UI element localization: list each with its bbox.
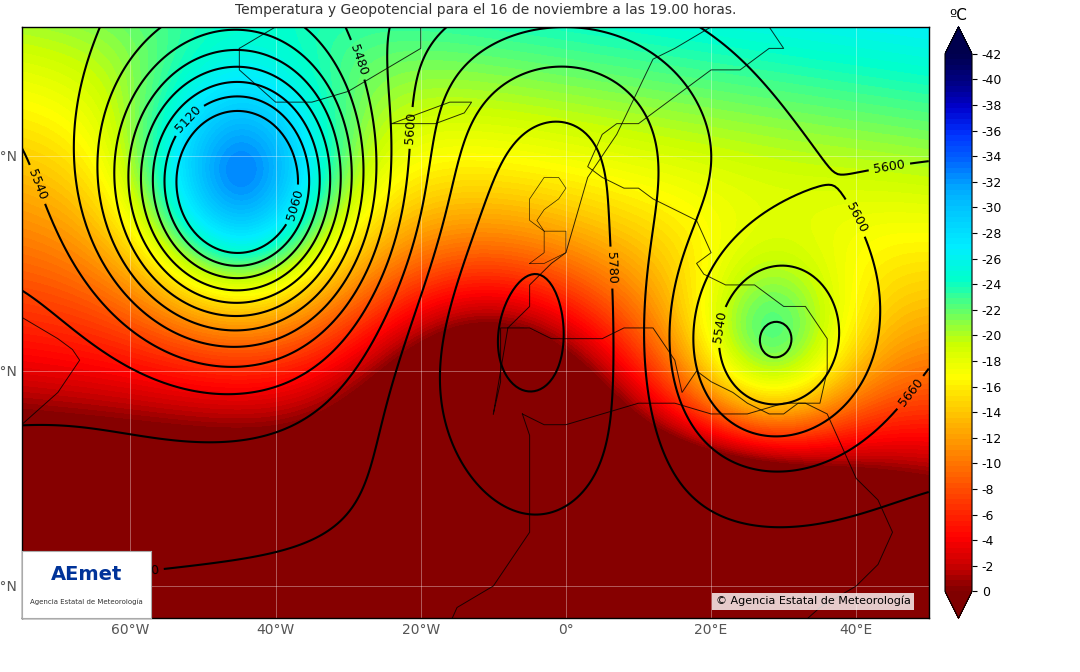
Text: 5600: 5600 (843, 200, 869, 235)
Text: 5600: 5600 (403, 112, 419, 144)
Text: © Agencia Estatal de Meteorología: © Agencia Estatal de Meteorología (716, 596, 910, 606)
PathPatch shape (945, 591, 972, 618)
PathPatch shape (945, 27, 972, 54)
Text: 5480: 5480 (347, 42, 369, 77)
Text: Agencia Estatal de Meteorología: Agencia Estatal de Meteorología (30, 598, 143, 605)
Text: Temperatura y Geopotencial para el 16 de noviembre a las 19.00 horas.: Temperatura y Geopotencial para el 16 de… (235, 3, 737, 17)
Text: 5600: 5600 (873, 158, 906, 175)
Text: 5060: 5060 (284, 188, 306, 222)
Title: ºC: ºC (949, 8, 968, 23)
Text: 5540: 5540 (711, 310, 729, 344)
Text: 5660: 5660 (895, 376, 926, 409)
Text: 5720: 5720 (126, 563, 160, 579)
Text: 5540: 5540 (26, 167, 50, 202)
Text: 5780: 5780 (605, 251, 619, 284)
Text: 5120: 5120 (173, 103, 203, 135)
Text: AEmet: AEmet (51, 565, 122, 584)
